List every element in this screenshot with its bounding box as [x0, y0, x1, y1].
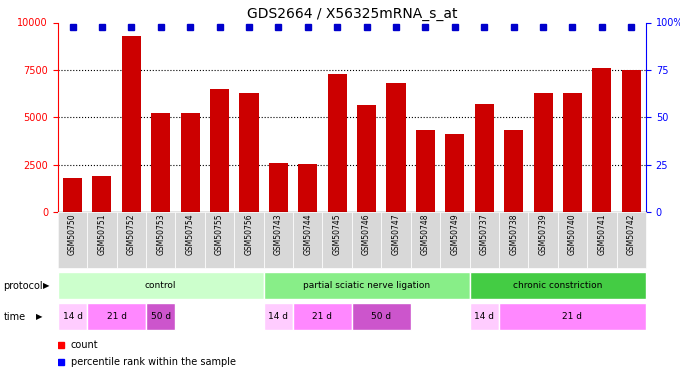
Bar [239, 93, 258, 212]
Text: 50 d: 50 d [151, 312, 171, 321]
Bar [58, 272, 264, 299]
Bar [470, 303, 499, 330]
Bar [352, 212, 381, 268]
Bar [146, 212, 175, 268]
Bar [357, 105, 376, 212]
Bar [322, 212, 352, 268]
Bar [205, 212, 234, 268]
Text: 21 d: 21 d [313, 312, 333, 321]
Bar [445, 134, 464, 212]
Text: chronic constriction: chronic constriction [513, 281, 602, 290]
Bar [440, 212, 470, 268]
Text: GSM50741: GSM50741 [598, 214, 607, 255]
Text: GSM50744: GSM50744 [303, 214, 312, 255]
Bar [469, 212, 499, 268]
Bar [381, 212, 411, 268]
Bar [534, 93, 553, 212]
Bar [386, 83, 405, 212]
Text: GSM50755: GSM50755 [215, 214, 224, 255]
Bar [175, 212, 205, 268]
Bar [499, 212, 528, 268]
Bar [235, 212, 264, 268]
Bar [416, 130, 435, 212]
Text: percentile rank within the sample: percentile rank within the sample [71, 357, 236, 368]
Text: GSM50740: GSM50740 [568, 214, 577, 255]
Bar [475, 104, 494, 212]
Bar [617, 212, 646, 268]
Bar [264, 212, 293, 268]
Bar [299, 164, 318, 212]
Bar [504, 130, 523, 212]
Text: protocol: protocol [3, 281, 43, 291]
Text: count: count [71, 339, 99, 350]
Text: GSM50745: GSM50745 [333, 214, 341, 255]
Text: 21 d: 21 d [107, 312, 126, 321]
Bar [122, 36, 141, 212]
Text: 14 d: 14 d [63, 312, 82, 321]
Text: partial sciatic nerve ligation: partial sciatic nerve ligation [303, 281, 430, 290]
Text: GSM50752: GSM50752 [127, 214, 136, 255]
Bar [411, 212, 440, 268]
Text: 14 d: 14 d [269, 312, 288, 321]
Text: GSM50743: GSM50743 [274, 214, 283, 255]
Bar [151, 113, 170, 212]
Text: 21 d: 21 d [562, 312, 583, 321]
Text: GSM50742: GSM50742 [627, 214, 636, 255]
Bar [293, 303, 352, 330]
Text: ▶: ▶ [43, 281, 50, 290]
Bar [264, 303, 293, 330]
Text: GSM50749: GSM50749 [450, 214, 459, 255]
Bar [328, 74, 347, 212]
Text: control: control [145, 281, 177, 290]
Text: GSM50739: GSM50739 [539, 214, 547, 255]
Text: GSM50748: GSM50748 [421, 214, 430, 255]
Text: GSM50747: GSM50747 [392, 214, 401, 255]
Text: 50 d: 50 d [371, 312, 392, 321]
Text: GSM50753: GSM50753 [156, 214, 165, 255]
Text: GSM50751: GSM50751 [97, 214, 106, 255]
Bar [622, 70, 641, 212]
Bar [92, 176, 112, 212]
Bar [87, 212, 117, 268]
Text: 14 d: 14 d [474, 312, 494, 321]
Bar [558, 212, 588, 268]
Bar [146, 303, 175, 330]
Bar [181, 113, 200, 212]
Title: GDS2664 / X56325mRNA_s_at: GDS2664 / X56325mRNA_s_at [247, 8, 457, 21]
Bar [58, 303, 87, 330]
Text: GSM50750: GSM50750 [68, 214, 77, 255]
Text: ▶: ▶ [36, 312, 43, 321]
Bar [264, 272, 470, 299]
Text: GSM50746: GSM50746 [362, 214, 371, 255]
Bar [563, 93, 582, 212]
Bar [269, 163, 288, 212]
Text: GSM50754: GSM50754 [186, 214, 194, 255]
Bar [499, 303, 646, 330]
Bar [293, 212, 322, 268]
Text: time: time [3, 312, 26, 322]
Text: GSM50738: GSM50738 [509, 214, 518, 255]
Bar [470, 272, 646, 299]
Bar [352, 303, 411, 330]
Bar [210, 89, 229, 212]
Bar [528, 212, 558, 268]
Bar [592, 68, 611, 212]
Text: GSM50737: GSM50737 [480, 214, 489, 255]
Bar [87, 303, 146, 330]
Bar [588, 212, 617, 268]
Text: GSM50756: GSM50756 [245, 214, 254, 255]
Bar [58, 212, 87, 268]
Bar [63, 178, 82, 212]
Bar [117, 212, 146, 268]
